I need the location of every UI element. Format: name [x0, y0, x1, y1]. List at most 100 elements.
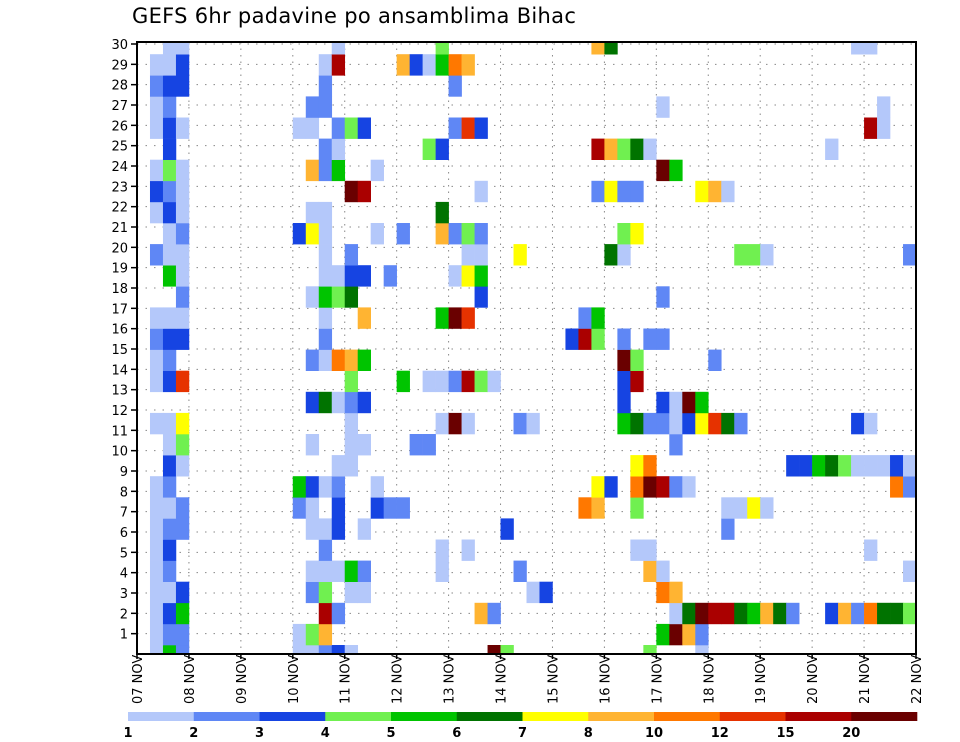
heatmap-cell [617, 138, 631, 160]
heatmap-cell [305, 623, 320, 646]
heatmap-cell [630, 539, 644, 561]
heatmap-cell [474, 265, 488, 287]
heatmap-cell [643, 645, 657, 654]
heatmap-cell [149, 623, 164, 646]
heatmap-cell [669, 391, 683, 414]
heatmap-cell [318, 54, 333, 76]
heatmap-cell [643, 455, 657, 477]
heatmap-cell [370, 476, 384, 498]
colorbar-swatch [719, 712, 786, 721]
heatmap-cell [656, 412, 670, 435]
heatmap-cell [591, 138, 605, 160]
heatmap-cell [175, 159, 190, 182]
heatmap-cell [175, 518, 190, 540]
heatmap-cell [305, 201, 320, 224]
heatmap-cell [318, 328, 333, 350]
heatmap-cell [292, 476, 307, 498]
heatmap-cell [162, 96, 177, 118]
heatmap-cell [422, 434, 436, 456]
heatmap-cell [695, 623, 709, 646]
heatmap-cell [630, 138, 644, 160]
y-tick-label: 17 [111, 302, 128, 317]
heatmap-cell [305, 434, 320, 456]
heatmap-cell [448, 54, 462, 76]
heatmap-cell [175, 581, 190, 604]
heatmap-cell [162, 645, 177, 654]
heatmap-cell [604, 138, 618, 160]
heatmap-cell [630, 455, 644, 477]
heatmap-cell [175, 75, 190, 97]
heatmap-cell [760, 497, 774, 519]
heatmap-cell [331, 265, 346, 287]
heatmap-cell [162, 223, 177, 245]
heatmap-cell [396, 497, 410, 519]
y-tick-label: 22 [111, 201, 128, 216]
heatmap-cell [175, 412, 190, 435]
heatmap-cell [162, 42, 177, 55]
heatmap-cell [318, 223, 333, 245]
heatmap-cell [851, 455, 865, 477]
heatmap-cell [708, 602, 722, 625]
colorbar-label: 1 [123, 726, 132, 741]
colorbar-label: 4 [321, 726, 330, 741]
heatmap-cell [175, 201, 190, 224]
heatmap-cell [656, 476, 670, 498]
heatmap-cell [370, 497, 384, 519]
heatmap-cell [877, 96, 891, 118]
heatmap-cell [305, 391, 320, 414]
heatmap-cell [669, 581, 683, 604]
heatmap-cell [448, 307, 462, 329]
heatmap-cell [669, 623, 683, 646]
heatmap-cell [149, 96, 164, 118]
heatmap-cell [318, 286, 333, 308]
heatmap-cell [734, 244, 748, 266]
y-tick-label: 12 [111, 404, 128, 419]
heatmap-cell [890, 455, 904, 477]
heatmap-cell [162, 138, 177, 160]
y-tick-label: 7 [120, 506, 128, 521]
heatmap-cell [903, 455, 916, 477]
heatmap-cell [630, 180, 644, 203]
heatmap-cell [162, 581, 177, 604]
heatmap-cell [305, 349, 320, 371]
heatmap-cell [331, 42, 346, 55]
heatmap-cell [617, 223, 631, 245]
heatmap-cell [656, 286, 670, 308]
heatmap-cell [162, 518, 177, 540]
heatmap-cell [357, 117, 371, 139]
heatmap-cell [305, 560, 320, 582]
colorbar: 1 2 3 4 5 6 7 8 10 12 15 20 [123, 712, 918, 741]
plot-background [137, 42, 916, 654]
heatmap-cell [643, 539, 657, 561]
heatmap-cell [565, 328, 579, 350]
heatmap-cell [162, 244, 177, 266]
heatmap-cell [851, 42, 865, 55]
heatmap-cell [175, 286, 190, 308]
y-tick-label: 14 [111, 363, 128, 378]
heatmap-cell [175, 455, 190, 477]
y-tick-label: 2 [120, 607, 128, 622]
heatmap-cell [162, 117, 177, 139]
heatmap-cell [318, 75, 333, 97]
heatmap-cell [344, 265, 359, 287]
heatmap-cell [357, 518, 371, 540]
heatmap-cell [175, 602, 190, 625]
heatmap-cell [149, 370, 164, 393]
heatmap-cell [318, 391, 333, 414]
heatmap-cell [370, 223, 384, 245]
heatmap-cell [305, 645, 320, 654]
y-tick-label: 1 [120, 628, 128, 643]
plot-frame [136, 41, 917, 655]
heatmap-cell [604, 476, 618, 498]
x-tick-label: 10 NOV [287, 655, 302, 704]
heatmap-cell [149, 244, 164, 266]
heatmap-cell [786, 602, 800, 625]
y-tick-label: 9 [120, 465, 128, 480]
y-tick-label: 26 [111, 119, 128, 134]
heatmap-cell [331, 159, 346, 182]
heatmap-cell [149, 328, 164, 350]
heatmap-cell [890, 476, 904, 498]
y-tick-label: 19 [111, 262, 128, 277]
heatmap-cell [617, 391, 631, 414]
heatmap-cell [630, 349, 644, 371]
